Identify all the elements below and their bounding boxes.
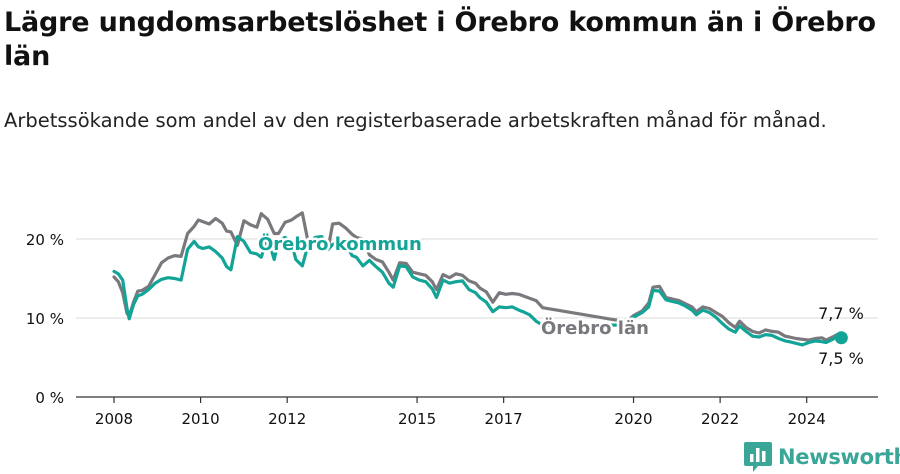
x-tick-label: 2017 <box>485 410 523 428</box>
chart-title: Lägre ungdomsarbetslöshet i Örebro kommu… <box>4 7 876 72</box>
series-line-orebro_kommun <box>112 235 843 347</box>
brand-name: Newsworthy <box>778 445 900 469</box>
series-label-orebro-kommun: Örebro kommun <box>258 233 422 255</box>
newsworthy-logo-icon <box>744 442 772 472</box>
end-point-orebro-kommun <box>834 331 848 345</box>
end-label-orebro-kommun: 7,5 % <box>818 349 864 368</box>
x-tick-label: 2015 <box>398 410 436 428</box>
newsworthy-brand[interactable]: Newsworthy <box>744 440 900 474</box>
chart-subtitle: Arbetssökande som andel av den registerb… <box>4 109 827 132</box>
x-tick-label: 2020 <box>614 410 652 428</box>
y-tick-label: 20 % <box>26 231 64 249</box>
series-label-orebro-lan: Örebro län <box>541 317 649 339</box>
series-line-orebro_lan <box>112 211 843 342</box>
y-tick-label: 0 % <box>35 389 64 407</box>
end-label-orebro-lan: 7,7 % <box>818 304 864 323</box>
x-tick-label: 2022 <box>701 410 739 428</box>
x-tick-label: 2010 <box>181 410 219 428</box>
x-tick-label: 2008 <box>95 410 133 428</box>
x-tick-label: 2024 <box>788 410 826 428</box>
y-tick-label: 10 % <box>26 310 64 328</box>
x-tick-label: 2012 <box>268 410 306 428</box>
